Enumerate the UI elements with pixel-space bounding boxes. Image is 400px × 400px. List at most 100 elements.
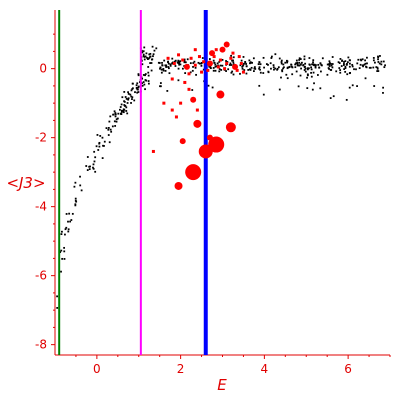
- background-point: [380, 60, 383, 63]
- background-point: [149, 62, 152, 64]
- background-point: [114, 112, 117, 114]
- background-point: [122, 111, 125, 114]
- background-point: [308, 57, 311, 59]
- highlight-point: [193, 48, 197, 52]
- background-point: [239, 72, 241, 75]
- x-tick-label: 0: [93, 362, 101, 376]
- background-point: [299, 58, 302, 60]
- vertical-reference-lines: [58, 10, 208, 355]
- background-point: [119, 106, 122, 108]
- highlight-point: [166, 56, 170, 60]
- background-point: [342, 64, 345, 66]
- background-point: [280, 61, 283, 63]
- background-point: [161, 61, 163, 64]
- background-point: [312, 71, 315, 74]
- highlight-point: [179, 138, 186, 145]
- highlight-point: [162, 101, 166, 105]
- x-tick-label: 4: [261, 362, 269, 376]
- background-point: [248, 59, 251, 62]
- background-point: [270, 67, 272, 70]
- background-point: [327, 63, 330, 66]
- background-point: [229, 62, 232, 65]
- background-point: [314, 65, 317, 68]
- highlight-point: [214, 48, 218, 52]
- background-point: [167, 62, 170, 65]
- background-point: [113, 110, 116, 113]
- background-point: [192, 62, 195, 64]
- background-point: [366, 62, 368, 65]
- background-point: [213, 61, 216, 64]
- highlight-point: [170, 77, 174, 81]
- background-point: [265, 63, 268, 65]
- background-point: [117, 112, 120, 115]
- background-point: [225, 60, 227, 62]
- highlight-point: [216, 65, 220, 69]
- background-point: [308, 63, 311, 66]
- background-point: [249, 69, 252, 71]
- background-point: [186, 58, 189, 61]
- background-point: [328, 62, 331, 64]
- highlight-point: [223, 41, 230, 48]
- highlight-point: [209, 50, 216, 57]
- background-point: [183, 59, 186, 62]
- background-point: [171, 57, 174, 60]
- background-point: [303, 69, 306, 71]
- background-point: [214, 69, 217, 72]
- background-point: [250, 66, 253, 69]
- background-point: [372, 57, 375, 59]
- background-point: [112, 113, 114, 116]
- background-point: [92, 167, 95, 170]
- background-point: [349, 62, 351, 65]
- background-point: [360, 59, 363, 62]
- background-point: [125, 97, 128, 100]
- background-point: [71, 212, 74, 215]
- background-point: [295, 59, 298, 62]
- background-point: [232, 63, 235, 66]
- background-point: [218, 68, 221, 70]
- highlight-point: [225, 122, 236, 133]
- background-point: [303, 58, 306, 61]
- background-point: [364, 62, 367, 65]
- background-point: [131, 88, 134, 90]
- highlight-point: [197, 55, 201, 59]
- highlight-point: [208, 136, 225, 153]
- background-point: [208, 58, 211, 60]
- background-point: [384, 64, 386, 67]
- background-point: [164, 64, 167, 67]
- background-point: [241, 67, 244, 70]
- background-point: [341, 60, 343, 62]
- background-point: [285, 73, 288, 76]
- background-point: [119, 112, 122, 115]
- background-point: [173, 60, 176, 63]
- background-point: [221, 64, 224, 67]
- background-point: [60, 233, 63, 236]
- background-point: [291, 66, 294, 69]
- background-point: [313, 82, 315, 85]
- background-point: [114, 113, 117, 116]
- background-point: [127, 98, 130, 101]
- background-point: [56, 295, 58, 298]
- background-point: [218, 70, 221, 73]
- background-point: [364, 77, 367, 80]
- background-point: [377, 61, 380, 63]
- background-point: [150, 69, 153, 72]
- background-point: [159, 67, 161, 70]
- background-point: [348, 59, 351, 62]
- background-point: [262, 93, 265, 96]
- background-point: [306, 67, 309, 70]
- highlight-point: [189, 56, 193, 60]
- background-point: [232, 73, 235, 76]
- background-point: [270, 55, 273, 58]
- background-point: [356, 85, 358, 88]
- highlight-point: [187, 87, 191, 91]
- background-point: [162, 68, 165, 70]
- highlight-point: [237, 55, 241, 59]
- background-point: [126, 112, 129, 115]
- background-point: [98, 145, 101, 148]
- background-point: [177, 79, 180, 82]
- background-point: [163, 59, 166, 62]
- background-point: [167, 67, 170, 70]
- background-point: [64, 233, 66, 236]
- background-point: [303, 66, 306, 68]
- background-point: [141, 77, 144, 80]
